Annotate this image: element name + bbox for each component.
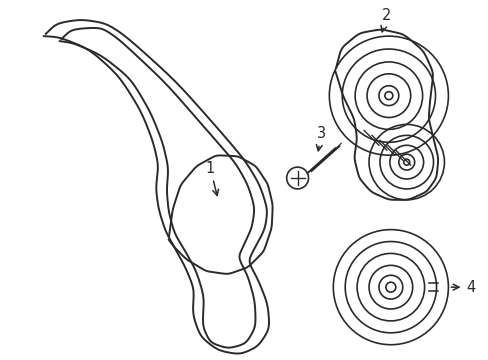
Text: 3: 3 [316, 126, 325, 151]
Text: 4: 4 [450, 280, 474, 295]
Text: 2: 2 [380, 8, 391, 32]
Text: 1: 1 [205, 161, 218, 195]
